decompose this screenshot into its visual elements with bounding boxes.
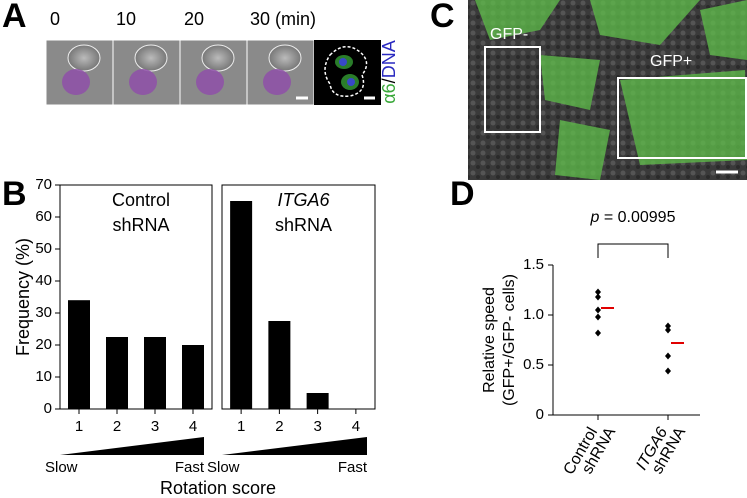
bar [68, 300, 90, 409]
stain-a: α6 [379, 83, 399, 103]
point [595, 293, 601, 301]
x-tick-label: 1 [75, 418, 83, 435]
scale-label: Slow [207, 459, 240, 476]
x-tick-label: 4 [189, 418, 197, 435]
bar [230, 201, 253, 409]
speed-ramp [222, 437, 367, 455]
p-symbol: p [590, 209, 600, 226]
bar [144, 337, 166, 409]
bar [306, 393, 329, 409]
time-label: 10 [116, 9, 136, 29]
time-label: 30 (min) [250, 9, 316, 29]
time-label: 20 [184, 9, 204, 29]
stain-b: DNA [379, 40, 399, 78]
panel-label: A [2, 0, 27, 35]
y-tick-label: 0 [44, 400, 52, 417]
chart-title: ITGA6 [277, 190, 330, 210]
cell [201, 44, 235, 72]
y-tick-label: 10 [35, 368, 52, 385]
bar [106, 337, 128, 409]
y-tick-label: 70 [35, 176, 52, 193]
plot-frame [221, 184, 376, 410]
cell [129, 69, 157, 95]
speed-ramp [60, 437, 204, 455]
bar [268, 321, 291, 409]
point [595, 329, 601, 337]
plot-frame [59, 184, 213, 410]
p-value: p = 0.00995 [590, 209, 676, 226]
point [595, 288, 601, 296]
y-axis-title: Frequency (%) [13, 238, 33, 356]
cell [67, 44, 101, 72]
x-axis-title: Rotation score [160, 478, 276, 498]
x-tick-label: 2 [113, 418, 121, 435]
point [665, 326, 671, 334]
y-tick-label: 0.5 [523, 356, 544, 373]
panel-label: D [450, 175, 475, 213]
y-tick-label: 30 [35, 304, 52, 321]
y-axis-title: (GFP+/GFP- cells) [501, 274, 518, 406]
y-tick-label: 50 [35, 240, 52, 257]
scale-label: Slow [45, 459, 78, 476]
time-label: 0 [50, 9, 60, 29]
panel-label: C [430, 0, 455, 35]
panel-label: B [2, 175, 27, 213]
point [665, 322, 671, 330]
chart-title: Control [112, 190, 170, 210]
point [665, 352, 671, 360]
stain-label: α6/DNA [379, 40, 399, 103]
cell [196, 69, 224, 95]
point [595, 306, 601, 314]
region-label: GFP+ [650, 53, 692, 70]
significance-bracket [597, 243, 669, 258]
point [595, 313, 601, 321]
panel-c-image [468, 0, 747, 180]
x-tick-label: 3 [313, 418, 321, 435]
p-number: = 0.00995 [599, 209, 675, 226]
region-label: GFP- [490, 26, 528, 43]
y-tick-label: 1.5 [523, 256, 544, 273]
x-tick-label: 3 [151, 418, 159, 435]
chart-title: shRNA [275, 215, 332, 235]
y-tick-label: 0 [536, 406, 544, 423]
cell [62, 69, 90, 95]
x-tick-label: 1 [237, 418, 245, 435]
point [665, 367, 671, 375]
y-tick-label: 40 [35, 272, 52, 289]
scale-label: Fast [338, 459, 368, 476]
cell [263, 69, 291, 95]
cell [268, 44, 302, 72]
x-tick-label: 2 [275, 418, 283, 435]
y-tick-label: 20 [35, 336, 52, 353]
y-tick-label: 60 [35, 208, 52, 225]
scale-label: Fast [175, 459, 205, 476]
bar [182, 345, 204, 409]
cell [134, 44, 168, 72]
x-tick-label: 4 [352, 418, 360, 435]
y-tick-label: 1.0 [523, 306, 544, 323]
panel-a-images [45, 39, 381, 106]
y-axis-title: Relative speed [481, 287, 498, 393]
chart-title: shRNA [112, 215, 169, 235]
stain-sep: / [379, 78, 399, 83]
